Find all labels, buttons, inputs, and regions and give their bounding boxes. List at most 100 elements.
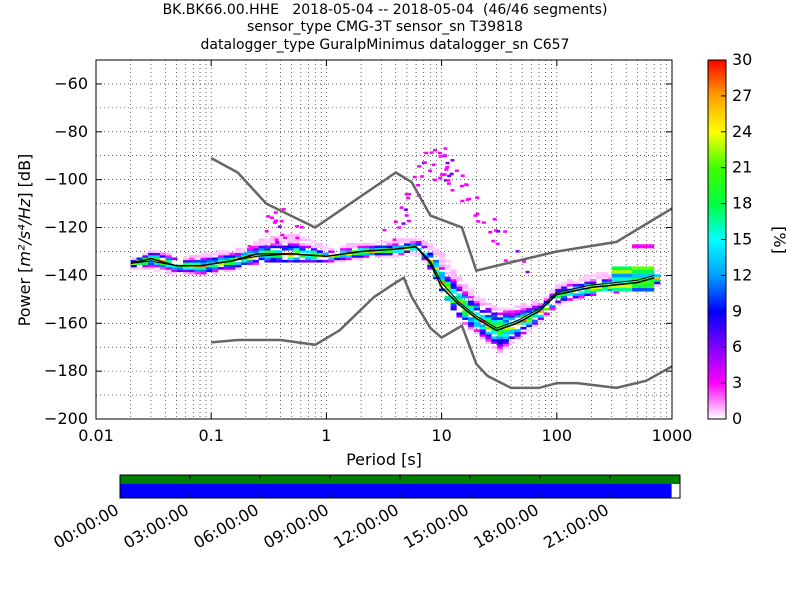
psd-cell (392, 243, 399, 246)
psd-cell (555, 283, 562, 287)
psd-cell (270, 257, 277, 261)
psd-cell (293, 233, 300, 237)
psd-cell (479, 317, 486, 320)
psd-cell (281, 245, 289, 249)
timeline-tick-label: 03:00:00 (120, 500, 192, 552)
psd-cell (433, 247, 440, 251)
psd-cell (578, 295, 585, 299)
psd-cell (502, 326, 510, 330)
psd-cell (374, 250, 382, 253)
psd-cell (473, 305, 480, 309)
psd-cell (543, 314, 550, 318)
psd-cell (322, 247, 329, 251)
psd-cell (305, 250, 312, 253)
psd-cell (345, 255, 353, 258)
psd-cell (427, 245, 434, 249)
psd-cell (310, 240, 318, 244)
psd-cell (601, 286, 608, 289)
psd-outlier-cell (263, 245, 268, 248)
psd-cell (165, 271, 172, 275)
psd-cell (444, 278, 451, 282)
psd-cell (322, 245, 329, 249)
psd-cell (171, 271, 178, 275)
psd-cell (310, 259, 318, 263)
psd-cell (485, 307, 492, 311)
psd-cell (456, 295, 463, 299)
psd-cell (194, 267, 201, 270)
psd-cell (386, 243, 393, 246)
psd-cell (165, 252, 172, 256)
psd-cell (479, 302, 486, 306)
x-tick-label: 0.1 (198, 426, 223, 445)
psd-cell (491, 329, 498, 332)
psd-cell (212, 267, 219, 270)
psd-cell (212, 252, 219, 256)
psd-cell (444, 283, 451, 287)
psd-outlier-cell (274, 219, 279, 223)
axes: 0.01 0.1 1 10 100 1000 −60 −80 −100 −120 −140 −160 −… (44, 60, 692, 445)
psd-cell (374, 247, 382, 251)
mode-curve-line (130, 245, 655, 332)
psd-cell (247, 257, 254, 261)
psd-cell (497, 307, 504, 311)
psd-cell (444, 259, 451, 263)
psd-cell (310, 250, 318, 253)
psd-cell (433, 267, 440, 270)
psd-outlier-cell (443, 179, 448, 182)
psd-outlier-cell (424, 151, 429, 155)
psd-cell (473, 302, 480, 306)
psd-cell (159, 267, 166, 270)
psd-cell (520, 314, 527, 318)
psd-cell (235, 255, 242, 258)
psd-cell (287, 233, 294, 237)
coverage-bar-top (120, 475, 680, 484)
psd-cell (374, 255, 382, 258)
psd-cell (444, 281, 451, 285)
psd-cell (468, 288, 475, 292)
psd-cell (194, 255, 201, 258)
psd-cell (566, 283, 574, 287)
psd-cell (479, 324, 486, 328)
psd-cell (590, 278, 597, 282)
psd-cell (508, 310, 515, 313)
psd-cell (363, 243, 370, 246)
psd-cell (584, 290, 591, 294)
psd-cell (462, 283, 469, 287)
psd-cell (363, 245, 370, 249)
psd-cell (491, 324, 498, 328)
psd-cell (142, 257, 149, 261)
psd-cell (514, 314, 521, 318)
psd-cell (188, 262, 195, 265)
psd-cell (462, 290, 469, 294)
psd-cell (258, 247, 265, 251)
psd-outlier-cell (429, 151, 434, 154)
psd-cell (316, 245, 323, 249)
chart-title-line-3: datalogger_type GuralpMinimus datalogger… (200, 37, 570, 53)
psd-cell (374, 240, 382, 244)
psd-cell (148, 250, 155, 253)
psd-cell (374, 252, 382, 256)
psd-cell (578, 276, 585, 280)
psd-cell (438, 283, 446, 287)
psd-cell (632, 273, 655, 278)
psd-cell (456, 298, 463, 301)
psd-cell (520, 331, 527, 335)
psd-cell (438, 288, 446, 292)
psd-cell (415, 238, 422, 241)
psd-cell (276, 257, 283, 261)
psd-cell (561, 295, 568, 299)
psd-cell (229, 255, 236, 258)
psd-cell (351, 252, 358, 256)
psd-cell (450, 288, 457, 292)
psd-cell (153, 257, 161, 261)
psd-cell (450, 274, 457, 277)
psd-cell (611, 273, 633, 278)
psd-cell (217, 255, 225, 258)
timeline-tick-label: 18:00:00 (470, 500, 542, 552)
psd-cell (380, 250, 387, 253)
psd-cell (549, 295, 556, 299)
psd-cell (415, 252, 422, 256)
y-tick-label: −140 (44, 265, 88, 284)
psd-cell (526, 319, 533, 323)
psd-cell (287, 255, 294, 258)
